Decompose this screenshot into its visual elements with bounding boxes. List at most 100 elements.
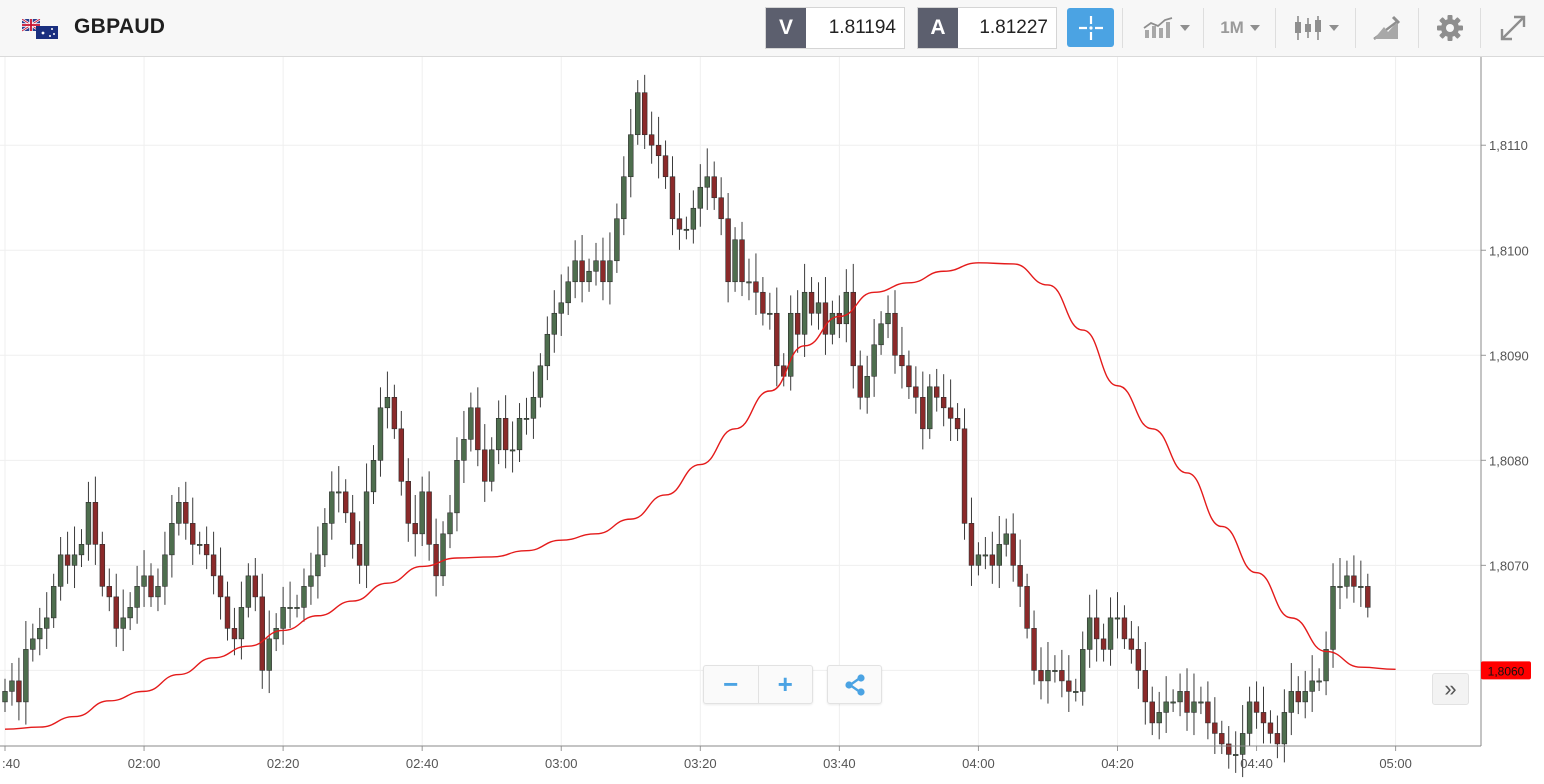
- candle: [1344, 560, 1350, 599]
- candle: [336, 466, 342, 513]
- candle: [927, 374, 933, 439]
- candle: [294, 594, 300, 618]
- candle: [718, 177, 724, 236]
- fullscreen-button[interactable]: [1488, 0, 1538, 56]
- zoom-in-button[interactable]: +: [757, 666, 813, 703]
- zoom-out-button[interactable]: −: [723, 669, 739, 699]
- candle: [1309, 655, 1315, 712]
- candle: [1337, 557, 1343, 610]
- candle: [30, 623, 36, 662]
- candle: [1184, 668, 1190, 731]
- candle: [155, 568, 161, 612]
- candle: [655, 116, 662, 179]
- candle: [516, 403, 523, 462]
- candle: [433, 518, 439, 597]
- bid-price-box[interactable]: V 1.81194: [765, 7, 905, 49]
- chevron-down-icon: [1329, 25, 1339, 31]
- candle: [982, 536, 989, 570]
- price-chart[interactable]: 1,8060 1,8070 1,8080 1,8090 1,8100 1,8110:40 0…: [0, 57, 1544, 784]
- candle: [815, 282, 822, 330]
- candle: [148, 563, 154, 607]
- timeframe-selector[interactable]: 1M: [1210, 0, 1270, 56]
- candle: [287, 581, 293, 628]
- candle: [947, 379, 954, 441]
- candle: [753, 253, 759, 315]
- candle: [176, 487, 182, 536]
- separator: [1418, 8, 1419, 48]
- candle: [1100, 623, 1107, 662]
- separator: [1122, 8, 1123, 48]
- candle: [99, 531, 106, 597]
- candle: [210, 531, 217, 595]
- candle: [1066, 655, 1072, 712]
- timeframe-label: 1M: [1220, 18, 1244, 37]
- candle: [1226, 726, 1232, 769]
- share-button[interactable]: [827, 665, 882, 704]
- separator: [1275, 8, 1276, 48]
- candle: [614, 203, 620, 273]
- candle: [2, 678, 8, 712]
- candle: [329, 471, 335, 540]
- price-tag: 1,8060: [1481, 661, 1531, 680]
- candle: [1260, 686, 1267, 744]
- candle: [669, 156, 676, 236]
- candle: [120, 589, 126, 652]
- bid-label: V: [766, 8, 806, 48]
- candle: [975, 542, 982, 576]
- candle: [322, 508, 328, 568]
- candle: [1031, 610, 1037, 685]
- candle: [1073, 678, 1079, 702]
- candle: [857, 350, 863, 410]
- candle: [315, 526, 321, 599]
- candle: [850, 263, 856, 389]
- candle: [1267, 710, 1274, 744]
- candle: [259, 573, 265, 689]
- settings-button[interactable]: [1425, 0, 1475, 56]
- candle: [1281, 689, 1288, 763]
- candle: [1086, 594, 1093, 668]
- crosshair-icon: [1078, 15, 1103, 40]
- drawing-tools-button[interactable]: [1362, 0, 1410, 56]
- scroll-to-latest-button[interactable]: »: [1432, 673, 1469, 705]
- candle: [697, 164, 704, 227]
- candle: [162, 531, 168, 605]
- candle: [954, 403, 961, 441]
- y-tick-label: 1,8080: [1489, 453, 1529, 468]
- candle: [1288, 663, 1295, 736]
- candle: [44, 592, 50, 649]
- candle: [1219, 720, 1225, 754]
- chart-type-button[interactable]: [1285, 0, 1347, 56]
- candle: [746, 258, 752, 301]
- candle: [64, 531, 71, 584]
- candle: [398, 410, 405, 496]
- candle: [551, 290, 557, 353]
- crosshair-button[interactable]: [1067, 8, 1114, 47]
- gear-icon: [1437, 15, 1463, 41]
- candle: [843, 269, 850, 343]
- candle: [1156, 691, 1162, 740]
- candle: [989, 531, 996, 584]
- candle: [572, 240, 578, 299]
- candle: [217, 547, 224, 620]
- candle: [621, 156, 627, 236]
- candle: [23, 621, 29, 725]
- candle: [829, 300, 836, 345]
- x-tick-label: :40: [2, 756, 20, 771]
- x-tick-label: 04:00: [962, 756, 995, 771]
- candle: [648, 111, 655, 164]
- zoom-controls: − +: [703, 665, 813, 704]
- fullscreen-icon: [1500, 15, 1526, 41]
- ask-label: A: [918, 8, 958, 48]
- separator: [1203, 8, 1204, 48]
- candle: [871, 319, 877, 397]
- chevron-down-icon: [1180, 25, 1190, 31]
- ask-price-box[interactable]: A 1.81227: [917, 7, 1057, 49]
- candle: [16, 657, 22, 721]
- candle: [1177, 673, 1183, 717]
- indicators-button[interactable]: [1136, 0, 1196, 56]
- x-tick-label: 03:00: [545, 756, 578, 771]
- y-tick-label: 1,8090: [1489, 348, 1529, 363]
- candle: [1142, 642, 1149, 725]
- candle: [1351, 555, 1357, 603]
- candle: [113, 573, 119, 647]
